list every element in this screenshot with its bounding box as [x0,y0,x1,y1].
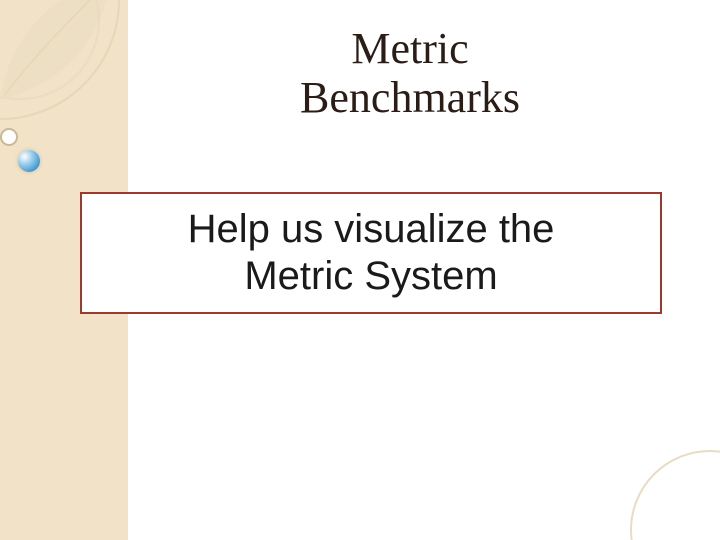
title-line-1: Metric [351,24,468,73]
decorative-corner-ring [630,450,720,540]
blue-orb-icon [18,150,40,172]
slide-title: Metric Benchmarks [150,24,670,123]
leaf-icon [0,0,150,150]
subtitle-box: Help us visualize the Metric System [80,192,662,314]
small-ring-icon [0,128,18,146]
subtitle-line-1: Help us visualize the [188,207,555,251]
subtitle-line-2: Metric System [244,254,497,298]
title-line-2: Benchmarks [300,73,520,122]
